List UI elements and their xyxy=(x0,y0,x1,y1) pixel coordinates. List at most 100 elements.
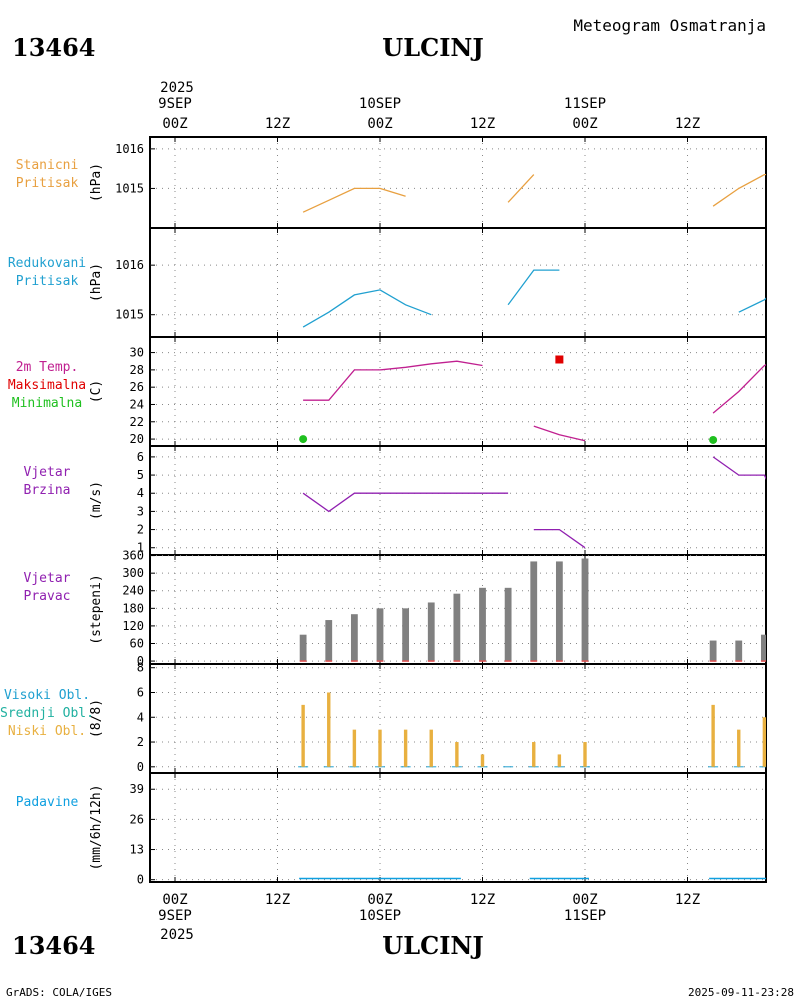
low-cloud-bar xyxy=(532,742,536,767)
y-tick-label: 3 xyxy=(137,504,144,518)
bottom-hour-label: 12Z xyxy=(675,892,700,908)
y-tick-label: 2 xyxy=(137,523,144,537)
panel-frame xyxy=(149,227,767,338)
low-cloud-bar xyxy=(352,729,357,767)
low-cloud-bar xyxy=(762,717,766,767)
bottom-day-label: 10SEP xyxy=(359,908,401,924)
direction-bar xyxy=(299,634,307,662)
panel-5: 0 60 120 180 240 300 360 (stepeni) Vjetar Pravac xyxy=(24,549,794,668)
direction-bar xyxy=(581,558,589,662)
panel-label: Redukovani xyxy=(8,256,86,271)
y-tick-label: 180 xyxy=(122,601,144,615)
low-cloud-bar xyxy=(711,704,715,767)
y-axis-label: (8/8) xyxy=(89,699,104,738)
station-id: 13464 xyxy=(12,33,96,62)
chart-title: Meteogram Osmatranja xyxy=(573,16,766,35)
y-axis-label: (C) xyxy=(89,380,104,403)
y-tick-label: 26 xyxy=(130,380,144,394)
bottom-hour-label: 00Z xyxy=(572,892,597,908)
y-tick-label: 2 xyxy=(137,735,144,749)
panel-label: Pravac xyxy=(24,589,71,604)
direction-bar xyxy=(504,587,512,662)
direction-bar xyxy=(402,608,410,662)
low-cloud-bar xyxy=(301,704,305,767)
panel-label: 2m Temp. xyxy=(16,360,79,375)
y-tick-label: 1016 xyxy=(115,258,144,272)
low-cloud-bar xyxy=(378,729,382,767)
low-cloud-bar xyxy=(737,729,741,767)
direction-bar xyxy=(479,587,486,662)
panel-3: 20 22 24 26 28 30 (C) 2m Temp. Maksimalna Minimal… xyxy=(8,336,767,447)
y-tick-label: 300 xyxy=(122,566,144,580)
series-line xyxy=(712,456,766,481)
direction-bar xyxy=(427,602,435,662)
y-axis-label: (mm/6h/12h) xyxy=(89,784,104,870)
plot-area xyxy=(299,877,766,880)
top-day-label: 10SEP xyxy=(359,96,401,112)
series-line xyxy=(302,492,509,513)
panel-4: 1 2 3 4 5 6 (m/s) Vjetar Brzina xyxy=(24,445,767,556)
series-line xyxy=(533,528,586,549)
y-tick-label: 360 xyxy=(122,549,144,563)
top-hour-label: 00Z xyxy=(162,116,187,132)
direction-bar xyxy=(555,561,563,662)
y-tick-label: 240 xyxy=(122,584,144,598)
y-tick-label: 0 xyxy=(137,654,144,668)
plot-area xyxy=(302,456,766,549)
y-tick-label: 0 xyxy=(137,873,144,887)
direction-bar xyxy=(325,620,333,662)
y-tick-label: 28 xyxy=(130,363,144,377)
panel-frame xyxy=(149,136,767,229)
series-line xyxy=(507,269,560,306)
mid-cloud-bar xyxy=(785,742,788,767)
direction-bar xyxy=(376,608,384,662)
y-tick-label: 22 xyxy=(130,415,144,429)
series-line xyxy=(303,360,483,401)
direction-bar xyxy=(760,634,766,662)
panel-1: 1015 1016 (hPa) Stanicni Pritisak xyxy=(16,136,767,229)
direction-bar xyxy=(350,614,358,662)
high-cloud-bar xyxy=(787,754,790,766)
panel-frame xyxy=(149,772,767,883)
y-tick-label: 8 xyxy=(137,661,144,675)
y-tick-label: 24 xyxy=(130,397,144,411)
grads-credit: GrADS: COLA/IGES xyxy=(6,986,112,999)
bottom-hour-label: 00Z xyxy=(162,892,187,908)
panel-label: Stanicni xyxy=(16,158,79,173)
direction-bar xyxy=(530,561,538,662)
footer-station-id: 13464 xyxy=(12,931,96,960)
y-tick-label: 120 xyxy=(122,619,144,633)
y-tick-label: 1015 xyxy=(115,181,144,195)
bottom-hour-label: 12Z xyxy=(470,892,495,908)
panel-frame xyxy=(149,336,767,447)
render-timestamp: 2025-09-11-23:28 xyxy=(688,986,794,999)
top-day-label: 9SEP xyxy=(158,96,192,112)
top-day-label: 11SEP xyxy=(564,96,606,112)
y-axis-label: (stepeni) xyxy=(89,574,104,644)
low-cloud-bar xyxy=(403,729,408,767)
y-tick-label: 13 xyxy=(130,843,144,857)
y-tick-label: 60 xyxy=(130,636,144,650)
y-axis-label: (m/s) xyxy=(89,481,104,520)
panel-label: Pritisak xyxy=(16,176,79,191)
direction-bar xyxy=(735,640,743,662)
y-axis-label: (hPa) xyxy=(89,163,104,202)
top-year-label: 2025 xyxy=(160,80,194,96)
panel-7: 0 13 26 39 (mm/6h/12h) Padavine xyxy=(16,772,767,887)
panel-label: Maksimalna xyxy=(8,378,86,393)
series-line xyxy=(712,173,766,207)
bottom-hour-label: 12Z xyxy=(265,892,290,908)
panel-label: Brzina xyxy=(24,483,71,498)
y-tick-label: 5 xyxy=(137,468,144,482)
bottom-hour-label: 00Z xyxy=(367,892,392,908)
low-cloud-bar xyxy=(455,742,459,767)
direction-bar xyxy=(787,629,794,661)
panel-label: Minimalna xyxy=(12,396,82,411)
panel-label: Padavine xyxy=(16,795,79,810)
y-tick-label: 1015 xyxy=(115,308,144,322)
y-tick-label: 39 xyxy=(130,782,144,796)
y-axis-label: (hPa) xyxy=(89,263,104,302)
tmax-marker xyxy=(555,355,564,364)
y-tick-label: 20 xyxy=(130,432,144,446)
plot-area xyxy=(299,558,794,662)
